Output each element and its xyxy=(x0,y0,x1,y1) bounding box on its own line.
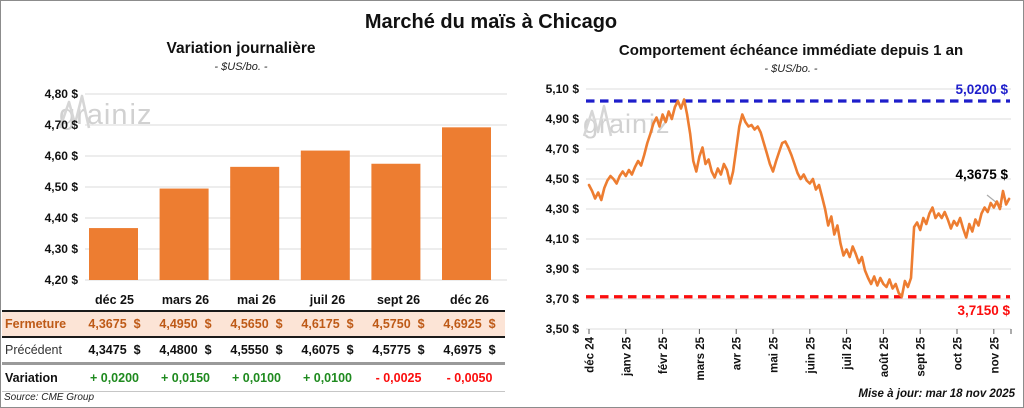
x-tick-label: janv 25 xyxy=(621,336,633,377)
x-tick-label: août 25 xyxy=(879,336,891,377)
x-tick-label: mai 25 xyxy=(769,336,781,372)
watermark-spike-icon xyxy=(58,94,91,129)
precedent-value: 4,6975 $ xyxy=(434,338,505,365)
y-tick-label: 4,30 $ xyxy=(546,202,580,216)
y-tick-label: 4,40 $ xyxy=(45,211,79,225)
row-label: Précédent xyxy=(2,338,79,365)
y-tick-label: 3,50 $ xyxy=(546,322,580,336)
x-tick-label: sept 25 xyxy=(916,336,928,376)
month-header: mai 26 xyxy=(221,289,292,312)
month-header: déc 26 xyxy=(434,289,505,312)
variation-value: + 0,0150 xyxy=(150,365,221,392)
x-tick-label: juin 25 xyxy=(805,336,817,374)
fermeture-value: 4,6175 $ xyxy=(292,312,363,338)
y-tick-label: 4,50 $ xyxy=(546,172,580,186)
y-tick-label: 3,90 $ xyxy=(546,262,580,276)
bar-déc 26 xyxy=(442,127,491,280)
bar-chart-subtitle: - $US/bo. - xyxy=(214,61,268,73)
y-tick-label: 4,20 $ xyxy=(45,273,79,287)
month-header: juil 26 xyxy=(292,289,363,312)
futures-table: déc 25 mars 26 mai 26 juil 26 sept 26 dé… xyxy=(2,289,505,392)
y-tick-label: 3,70 $ xyxy=(546,292,580,306)
precedent-value: 4,6075 $ xyxy=(292,338,363,365)
variation-value: + 0,0100 xyxy=(221,365,292,392)
y-tick-label: 4,50 $ xyxy=(45,180,79,194)
page-title: Marché du maïs à Chicago xyxy=(364,11,618,33)
watermark-text: iz xyxy=(129,99,153,131)
variation-value: + 0,0100 xyxy=(292,365,363,392)
y-tick-label: 4,30 $ xyxy=(45,242,79,256)
low-line-label: 3,7150 $ xyxy=(957,303,1010,318)
y-tick-label: 4,60 $ xyxy=(45,149,79,163)
precedent-value: 4,3475 $ xyxy=(79,338,150,365)
variation-value: - 0,0050 xyxy=(434,365,505,392)
fermeture-value: 4,4950 $ xyxy=(150,312,221,338)
last-value-label: 4,3675 $ xyxy=(955,167,1008,182)
variation-value: + 0,0200 xyxy=(79,365,150,392)
line-chart-title: Comportement échéance immédiate depuis 1… xyxy=(618,42,964,59)
y-tick-label: 4,70 $ xyxy=(546,142,580,156)
x-tick-label: avr 25 xyxy=(732,336,744,370)
bar-chart-title: Variation journalière xyxy=(166,40,316,57)
precedent-value: 4,5775 $ xyxy=(363,338,434,365)
x-tick-label: oct 25 xyxy=(953,336,965,370)
x-tick-label: mars 25 xyxy=(695,336,707,380)
y-tick-label: 4,80 $ xyxy=(45,87,79,101)
line-chart: 3,50 $ 3,70 $ 3,90 $ 4,10 $ 4,30 $ 4,50 $ 4,70… xyxy=(546,82,1012,380)
bar-sept 26 xyxy=(371,163,421,280)
high-line-label: 5,0200 $ xyxy=(955,82,1008,97)
precedent-value: 4,4800 $ xyxy=(150,338,221,365)
bar-mai 26 xyxy=(230,166,280,280)
fermeture-value: 4,5750 $ xyxy=(363,312,434,338)
month-header: sept 26 xyxy=(363,289,434,312)
fermeture-value: 4,3675 $ xyxy=(79,312,150,338)
y-tick-label: 4,90 $ xyxy=(546,112,580,126)
bar-mars 26 xyxy=(159,188,209,280)
update-timestamp: Mise à jour: mar 18 nov 2025 xyxy=(858,388,1015,400)
row-label: Fermeture xyxy=(2,312,79,338)
x-tick-label: févr 25 xyxy=(658,336,670,374)
bar-juil 26 xyxy=(300,150,350,280)
x-tick-label: juil 25 xyxy=(842,336,854,370)
line-chart-subtitle: - $US/bo. - xyxy=(764,63,818,75)
source-note: Source: CME Group xyxy=(4,392,95,403)
month-header: déc 25 xyxy=(79,289,150,312)
bar-déc 25 xyxy=(89,228,138,280)
fermeture-value: 4,5650 $ xyxy=(221,312,292,338)
y-tick-label: 5,10 $ xyxy=(546,82,580,96)
corner-cell xyxy=(2,289,79,312)
y-tick-label: 4,70 $ xyxy=(45,118,79,132)
bar-chart: 4,20 $ 4,30 $ 4,40 $ 4,50 $ 4,60 $ 4,70 $ 4,80… xyxy=(45,87,507,287)
y-tick-label: 4,10 $ xyxy=(546,232,580,246)
fermeture-value: 4,6925 $ xyxy=(434,312,505,338)
precedent-value: 4,5550 $ xyxy=(221,338,292,365)
x-tick-label: déc 24 xyxy=(585,336,597,372)
variation-value: - 0,0025 xyxy=(363,365,434,392)
price-line xyxy=(587,98,1011,298)
row-label: Variation xyxy=(2,365,79,392)
x-tick-label: nov 25 xyxy=(989,336,1001,373)
month-header: mars 26 xyxy=(150,289,221,312)
